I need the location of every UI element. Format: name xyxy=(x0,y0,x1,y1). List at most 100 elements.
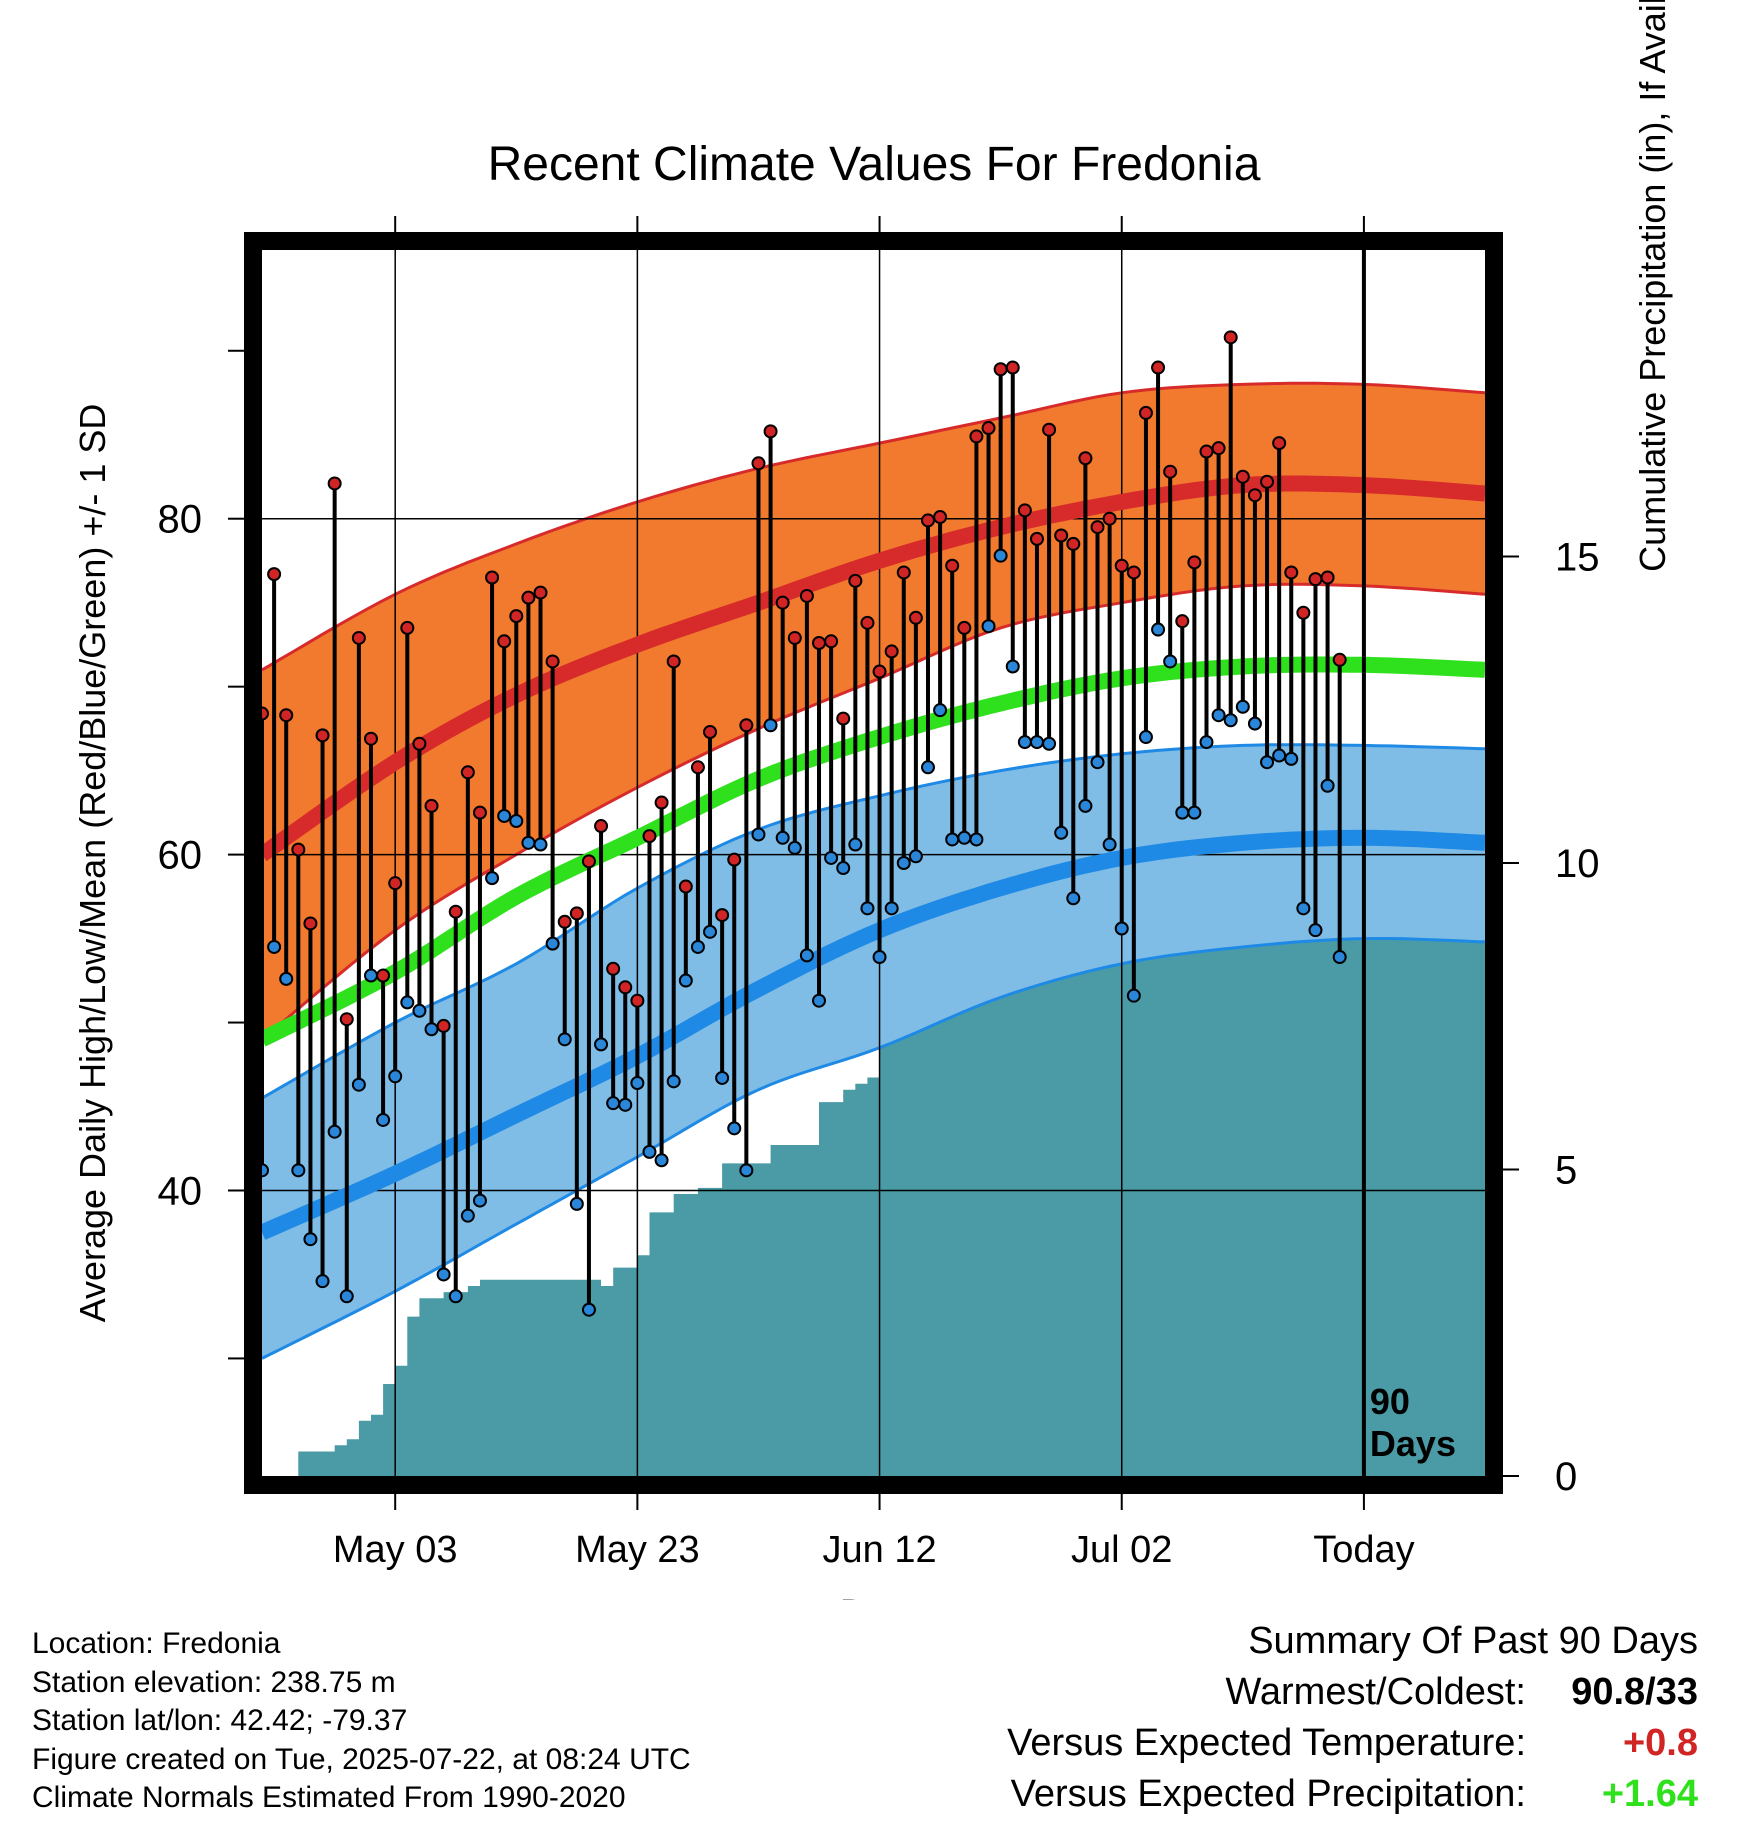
daily-high-point xyxy=(533,585,548,600)
daily-low-point xyxy=(497,808,512,823)
daily-low-point xyxy=(1042,736,1057,751)
daily-high-point xyxy=(1066,536,1081,551)
daily-low-point xyxy=(388,1069,403,1084)
daily-low-point xyxy=(1187,805,1202,820)
daily-high-point xyxy=(836,711,851,726)
location-text: Location: Fredonia xyxy=(32,1627,281,1660)
daily-low-point xyxy=(400,995,415,1010)
daily-low-point xyxy=(1260,755,1275,770)
daily-low-point xyxy=(606,1096,621,1111)
daily-high-point xyxy=(1042,422,1057,437)
daily-high-point xyxy=(581,854,596,869)
daily-high-point xyxy=(279,708,294,723)
daily-low-point xyxy=(1054,825,1069,840)
daily-high-point xyxy=(981,421,996,436)
axes: May 03 May 23 Jun 12 Jul 02 Today Day 40 60 80 Av… xyxy=(72,0,1673,1600)
daily-low-point xyxy=(678,973,693,988)
daily-high-point xyxy=(436,1018,451,1033)
daily-low-point xyxy=(460,1208,475,1223)
y-tick-label-left: 80 xyxy=(158,498,203,542)
y-tick-label-right: 5 xyxy=(1555,1149,1577,1193)
daily-high-point xyxy=(715,908,730,923)
daily-low-point xyxy=(1235,699,1250,714)
daily-low-point xyxy=(969,832,984,847)
daily-high-point xyxy=(472,805,487,820)
daily-high-point xyxy=(969,429,984,444)
daily-low-point xyxy=(412,1003,427,1018)
daily-high-point xyxy=(1235,469,1250,484)
daily-low-point xyxy=(279,971,294,986)
daily-high-point xyxy=(787,630,802,645)
daily-high-point xyxy=(424,798,439,813)
y-axis-label-left: Average Daily High/Low/Mean (Red/Blue/Gr… xyxy=(72,404,113,1323)
daily-low-point xyxy=(703,924,718,939)
daily-high-point xyxy=(920,513,935,528)
today-marker-label: 90 Days xyxy=(1370,1381,1456,1464)
daily-high-point xyxy=(1308,572,1323,587)
daily-low-point xyxy=(1017,735,1032,750)
daily-low-point xyxy=(908,849,923,864)
daily-low-point xyxy=(291,1163,306,1178)
daily-high-point xyxy=(993,362,1008,377)
summary-row-precipitation: Versus Expected Precipitation: +1.64 xyxy=(1007,1773,1698,1824)
daily-high-point xyxy=(1211,441,1226,456)
plot-frame xyxy=(244,232,1503,1494)
daily-high-point xyxy=(1163,464,1178,479)
daily-low-point xyxy=(485,871,500,886)
temp-label: Versus Expected Temperature: xyxy=(1007,1722,1526,1764)
daily-high-point xyxy=(1320,570,1335,585)
daily-low-point xyxy=(1126,988,1141,1003)
daily-high-point xyxy=(860,615,875,630)
daily-low-point xyxy=(1151,622,1166,637)
daily-high-point xyxy=(678,879,693,894)
daily-low-point xyxy=(824,850,839,865)
daily-low-point xyxy=(339,1289,354,1304)
x-tick-label: Jul 02 xyxy=(1071,1529,1172,1571)
daily-high-point xyxy=(896,565,911,580)
daily-low-point xyxy=(1138,730,1153,745)
daily-low-point xyxy=(267,939,282,954)
daily-high-point xyxy=(1054,528,1069,543)
daily-low-point xyxy=(666,1074,681,1089)
climate-chart: Recent Climate Values For Fredonia 90 Day… xyxy=(72,0,1673,1600)
daily-low-point xyxy=(751,827,766,842)
daily-low-point xyxy=(1296,901,1311,916)
summary-row-warmest: Warmest/Coldest: 90.8/33 xyxy=(1007,1671,1698,1722)
daily-high-point xyxy=(509,609,524,624)
daily-low-point xyxy=(993,548,1008,563)
daily-high-point xyxy=(957,620,972,635)
daily-low-point xyxy=(376,1112,391,1127)
daily-high-point xyxy=(412,736,427,751)
daily-high-point xyxy=(485,570,500,585)
daily-low-point xyxy=(1211,708,1226,723)
daily-high-point xyxy=(1078,451,1093,466)
daily-high-point xyxy=(267,567,282,582)
daily-high-point xyxy=(1175,614,1190,629)
x-tick-label: Jun 12 xyxy=(823,1529,937,1571)
chart-title: Recent Climate Values For Fredonia xyxy=(488,138,1261,191)
daily-high-point xyxy=(1247,488,1262,503)
daily-high-point xyxy=(908,610,923,625)
daily-high-point xyxy=(727,852,742,867)
daily-high-point xyxy=(606,961,621,976)
daily-low-point xyxy=(1102,837,1117,852)
daily-low-point xyxy=(1029,735,1044,750)
summary-row-temperature: Versus Expected Temperature: +0.8 xyxy=(1007,1722,1698,1773)
y-tick-label-right: 10 xyxy=(1555,842,1600,886)
daily-high-point xyxy=(339,1012,354,1027)
daily-low-point xyxy=(1308,923,1323,938)
daily-high-point xyxy=(448,904,463,919)
daily-low-point xyxy=(739,1163,754,1178)
daily-low-point xyxy=(533,837,548,852)
daily-high-point xyxy=(872,664,887,679)
daily-high-point xyxy=(630,993,645,1008)
daily-high-point xyxy=(739,718,754,733)
daily-high-point xyxy=(1284,565,1299,580)
x-tick-label: May 23 xyxy=(575,1529,700,1571)
daily-low-point xyxy=(581,1302,596,1317)
daily-high-point xyxy=(315,728,330,743)
daily-low-point xyxy=(1247,716,1262,731)
daily-low-point xyxy=(896,856,911,870)
daily-low-point xyxy=(920,760,935,775)
daily-high-point xyxy=(618,980,633,995)
